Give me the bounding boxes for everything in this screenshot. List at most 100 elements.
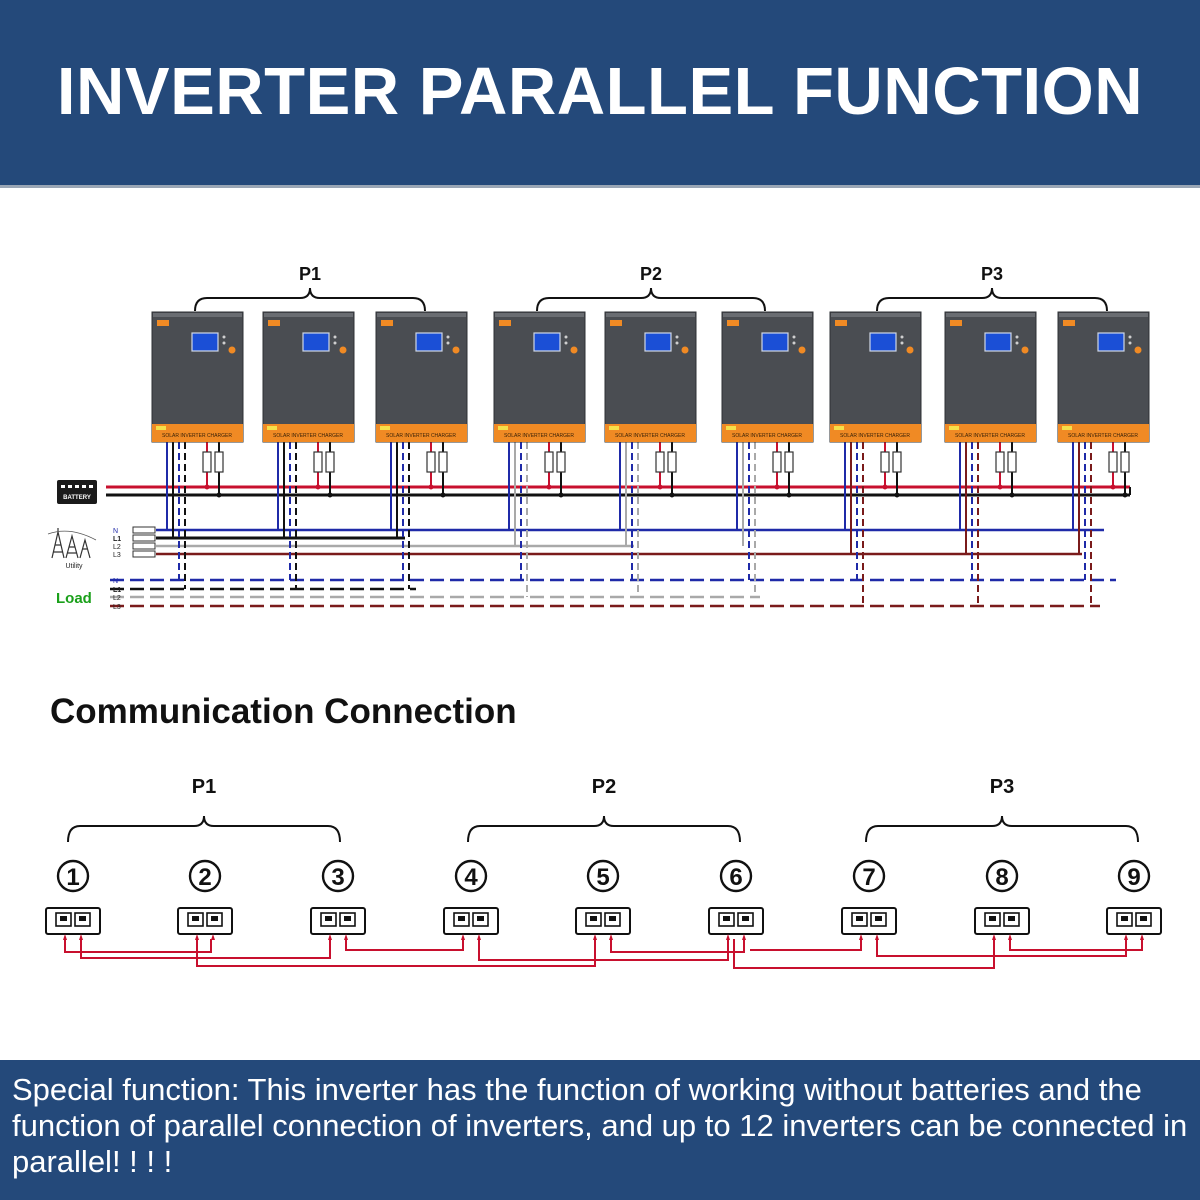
load-line-tag: N	[113, 578, 118, 585]
inverter-label: SOLAR INVERTER CHARGER	[386, 433, 456, 439]
rj45-pin-icon	[1140, 916, 1147, 921]
comm-port-box	[974, 907, 1030, 935]
inverter-label: SOLAR INVERTER CHARGER	[1068, 433, 1138, 439]
comm-group-label-p1: P1	[192, 776, 216, 798]
comm-unit-5: 5	[575, 859, 631, 940]
inverter-label: SOLAR INVERTER CHARGER	[273, 433, 343, 439]
comm-port-box	[443, 907, 499, 935]
inverter-unit: SOLAR INVERTER CHARGER	[829, 311, 922, 443]
unit-number-badge	[852, 859, 886, 893]
warning-sticker	[726, 426, 736, 430]
unit-number: 9	[1127, 864, 1140, 891]
fuse-icon	[892, 451, 902, 473]
comm-port-box	[1106, 907, 1162, 935]
inverter-band	[494, 424, 585, 442]
group-label-p3: P3	[981, 264, 1003, 284]
rj45-pin-icon	[79, 916, 86, 921]
inverter-band	[263, 424, 354, 442]
unit-number: 3	[331, 864, 344, 891]
inverter-band	[945, 424, 1036, 442]
inverter-label: SOLAR INVERTER CHARGER	[955, 433, 1025, 439]
brand-logo	[1063, 320, 1075, 326]
load-line-tag: L3	[113, 604, 121, 611]
comm-cable	[1009, 939, 1143, 951]
junction-dot	[440, 492, 446, 498]
plug-arrow-icon	[726, 934, 730, 940]
inverter-label: SOLAR INVERTER CHARGER	[840, 433, 910, 439]
inverter-body	[262, 311, 355, 443]
warning-sticker	[609, 426, 619, 430]
rj45-pin-icon	[609, 916, 616, 921]
fuse-icon	[667, 451, 677, 473]
lcd-screen	[644, 332, 672, 352]
brand-logo	[499, 320, 511, 326]
plug-arrow-icon	[875, 934, 879, 940]
warning-sticker	[156, 426, 166, 430]
fuse-icon	[880, 451, 890, 473]
battery-label: BATTERY	[63, 495, 91, 501]
brand-logo	[835, 320, 847, 326]
plug-arrow-icon	[328, 934, 332, 940]
rj45-pin-icon	[325, 916, 332, 921]
status-led	[1128, 341, 1132, 345]
plug-arrow-icon	[1008, 934, 1012, 940]
utility-line-tag: N	[113, 528, 118, 535]
unit-number-badge	[321, 859, 355, 893]
rj45-pin-icon	[477, 916, 484, 921]
rj45-pin-icon	[344, 916, 351, 921]
warning-sticker	[1062, 426, 1072, 430]
junction-dot	[997, 484, 1003, 490]
status-led	[446, 341, 450, 345]
inverter-body	[829, 311, 922, 443]
comm-cable	[876, 939, 1127, 957]
plug-arrow-icon	[742, 934, 746, 940]
inverter-label: SOLAR INVERTER CHARGER	[615, 433, 685, 439]
battery-icon-cell	[68, 485, 72, 488]
inverter-label: SOLAR INVERTER CHARGER	[732, 433, 802, 439]
fuse-icon	[202, 451, 212, 473]
comm-unit-4: 4	[443, 859, 499, 940]
utility-breaker-icon	[132, 542, 156, 550]
inverter-band	[605, 424, 696, 442]
lcd-screen	[984, 332, 1012, 352]
unit-number: 8	[995, 864, 1008, 891]
fuse-icon	[1120, 451, 1130, 473]
inverter-unit: SOLAR INVERTER CHARGER	[493, 311, 586, 443]
plug-arrow-icon	[609, 934, 613, 940]
plug-arrow-icon	[344, 934, 348, 940]
status-led	[792, 335, 796, 339]
rj45-pin-icon	[723, 916, 730, 921]
load-line-tag: L2	[113, 595, 121, 602]
status-led	[1015, 335, 1019, 339]
brand-logo	[157, 320, 169, 326]
power-button-icon	[452, 346, 460, 354]
comm-cable	[478, 939, 729, 961]
fuse-icon	[556, 451, 566, 473]
inverter-band	[152, 424, 243, 442]
comm-unit-2: 2	[177, 859, 233, 940]
comm-cable	[345, 939, 464, 951]
comm-cable	[610, 939, 745, 953]
comm-unit-8: 8	[974, 859, 1030, 940]
comm-cable	[750, 939, 862, 951]
junction-dot	[669, 492, 675, 498]
junction-dot	[546, 484, 552, 490]
inverter-body	[493, 311, 586, 443]
status-led	[564, 335, 568, 339]
unit-number: 7	[862, 864, 875, 891]
battery-icon	[57, 480, 97, 504]
comm-cable	[64, 939, 212, 953]
status-led	[222, 341, 226, 345]
inverter-top-edge	[831, 313, 920, 317]
footer-text: Special function: This inverter has the …	[12, 1072, 1188, 1179]
rj45-pin-icon	[989, 916, 996, 921]
rj45-pin-icon	[458, 916, 465, 921]
rj45-pin-icon	[856, 916, 863, 921]
brand-logo	[950, 320, 962, 326]
comm-port-box	[45, 907, 101, 935]
lcd-screen	[1097, 332, 1125, 352]
comm-unit-3: 3	[310, 859, 366, 940]
lcd-screen	[415, 332, 443, 352]
